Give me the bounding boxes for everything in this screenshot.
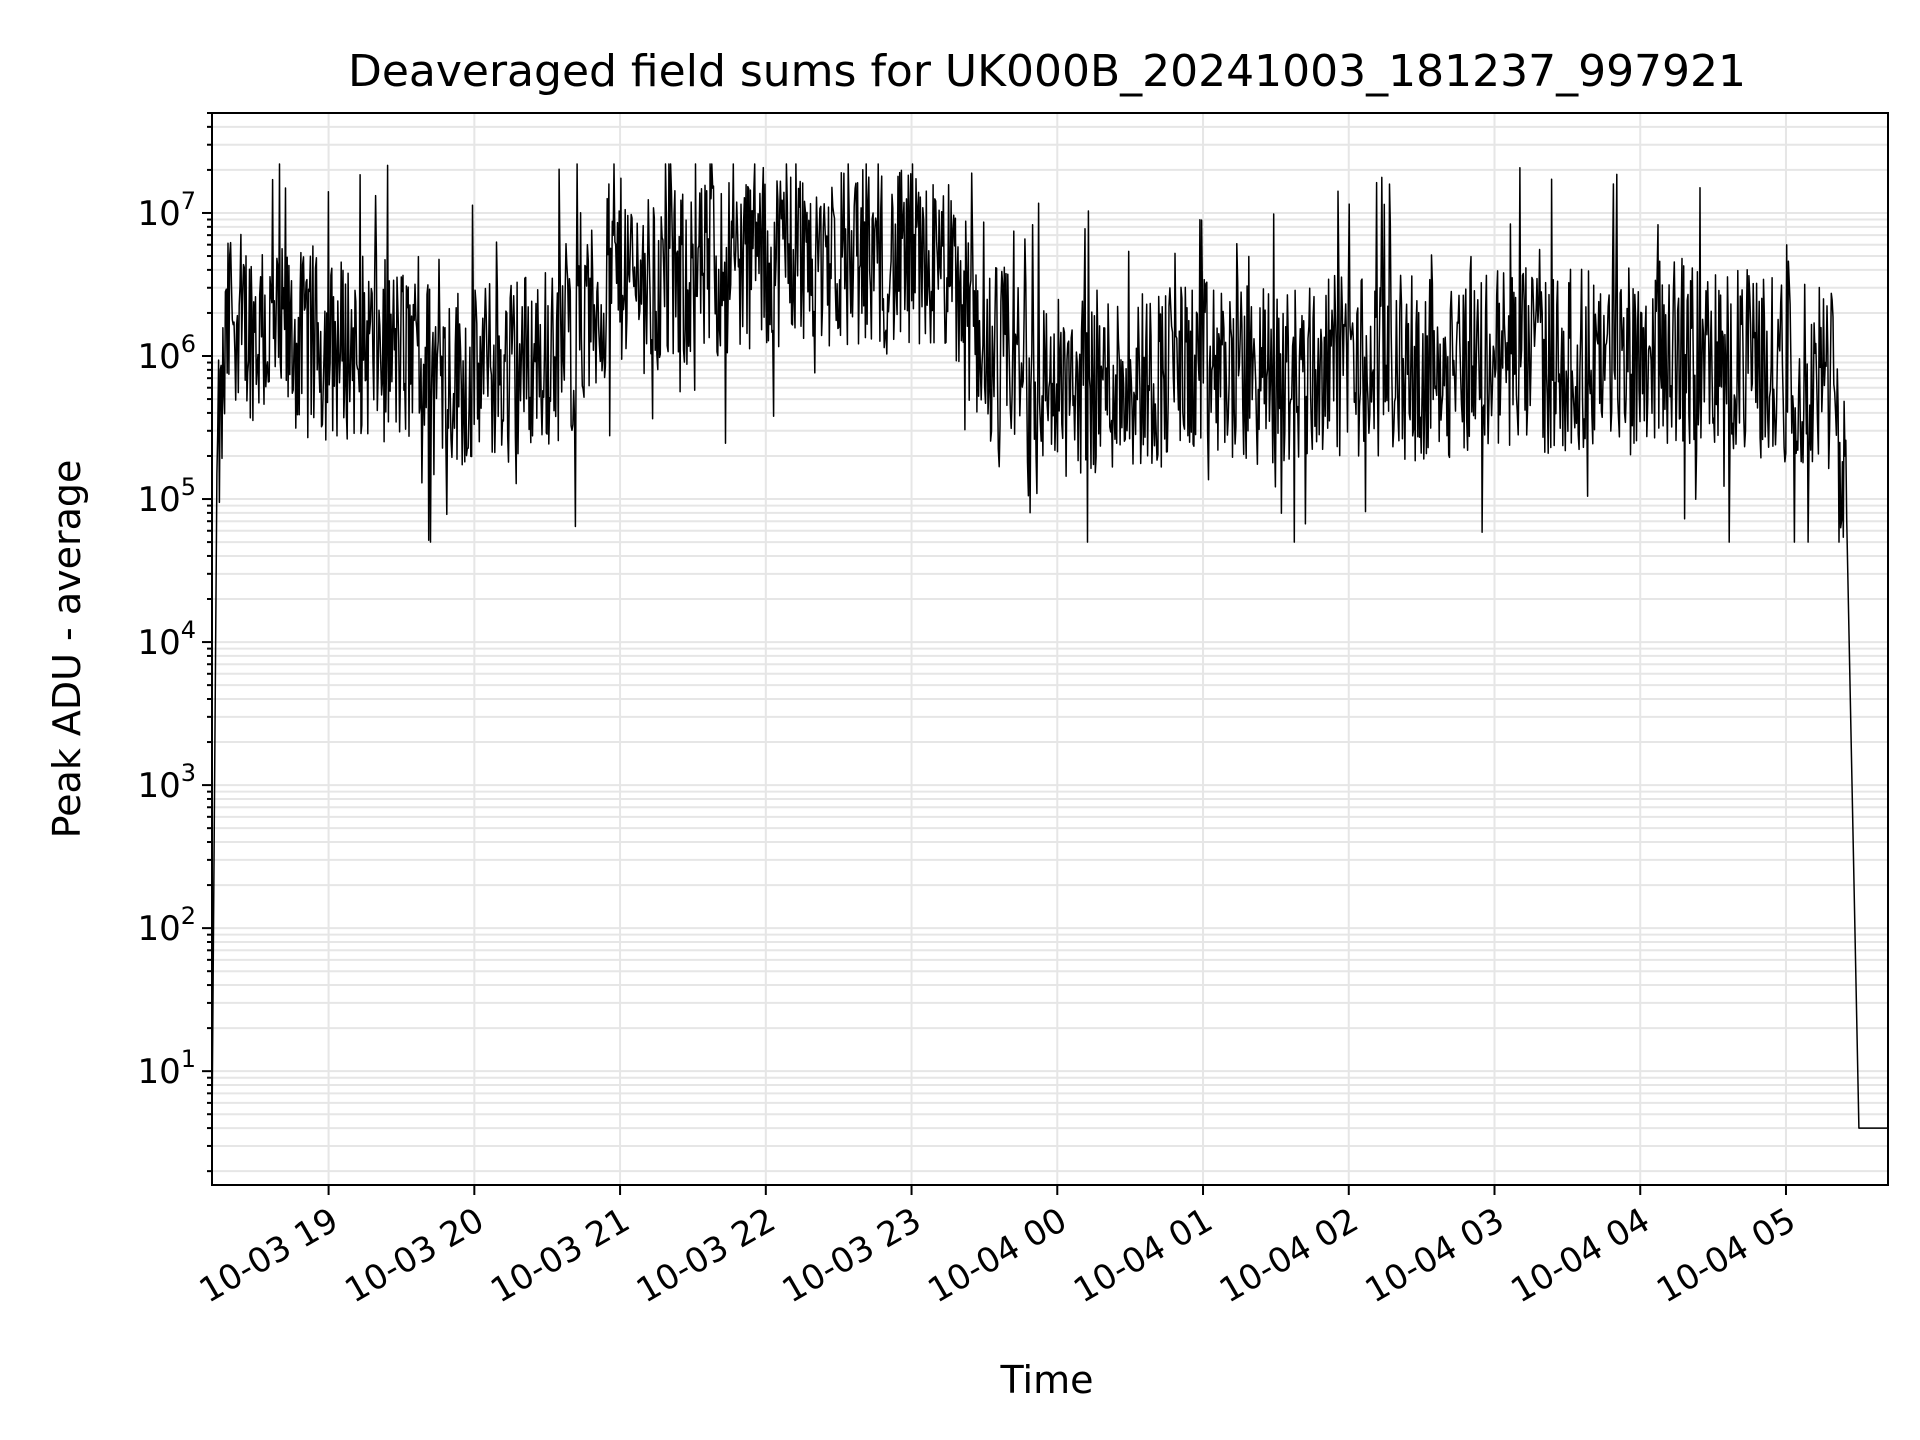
y-tick-label-exponent: 5 xyxy=(181,473,196,501)
y-tick-label-exponent: 3 xyxy=(181,759,196,787)
y-tick-label: 102 xyxy=(137,902,196,949)
y-tick-label-exponent: 1 xyxy=(181,1045,196,1073)
y-tick-label-base: 10 xyxy=(137,194,180,234)
chart-title: Deaveraged field sums for UK000B_2024100… xyxy=(348,46,1746,97)
y-tick-label: 104 xyxy=(137,616,196,663)
y-tick-label-base: 10 xyxy=(137,623,180,663)
data-series-line xyxy=(211,163,1888,1132)
y-tick-label-exponent: 6 xyxy=(181,330,196,358)
y-tick-label-base: 10 xyxy=(137,1052,180,1092)
y-tick-label: 101 xyxy=(137,1045,196,1092)
y-axis-label: Peak ADU - average xyxy=(45,460,89,839)
y-tick-label-exponent: 2 xyxy=(181,902,196,930)
y-tick-label: 105 xyxy=(137,473,196,520)
y-tick-label: 103 xyxy=(137,759,196,806)
grid xyxy=(212,112,1888,1185)
y-tick-label-exponent: 4 xyxy=(181,616,196,644)
y-tick-label-exponent: 7 xyxy=(181,187,196,215)
y-tick-label: 106 xyxy=(137,330,196,377)
y-tick-label-base: 10 xyxy=(137,480,180,520)
y-tick-label: 107 xyxy=(137,187,196,234)
data-series xyxy=(211,163,1888,1132)
y-tick-label-base: 10 xyxy=(137,766,180,806)
x-axis-label: Time xyxy=(1000,1358,1094,1402)
y-tick-label-base: 10 xyxy=(137,909,180,949)
y-tick-label-base: 10 xyxy=(137,337,180,377)
